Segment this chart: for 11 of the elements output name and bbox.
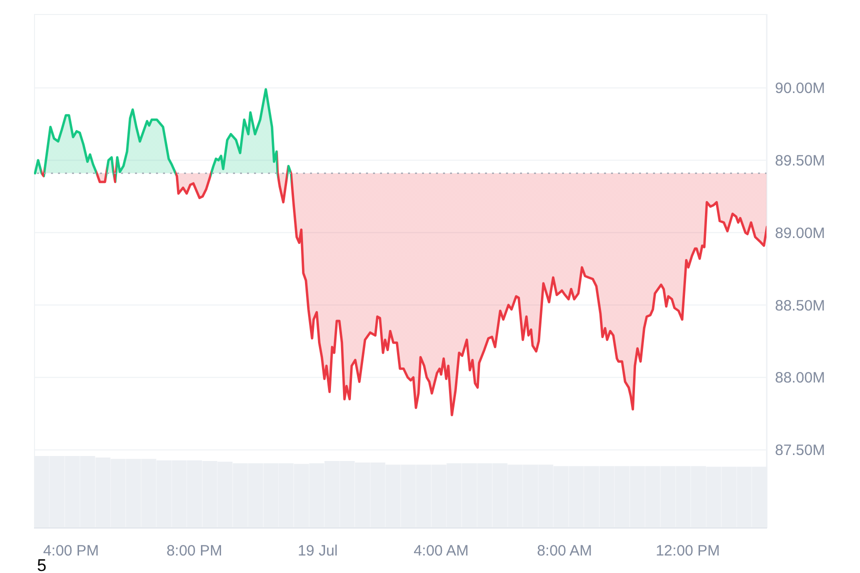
x-tick-label: 12:00 PM [656, 542, 720, 560]
x-tick-label: 8:00 PM [166, 542, 222, 560]
y-tick-label: 88.00M [775, 370, 826, 387]
y-tick-label: 89.50M [775, 152, 826, 170]
x-tick-label: 8:00 AM [536, 542, 592, 560]
x-tick-label: 19 Jul [298, 542, 338, 560]
y-tick-label: 88.50M [775, 297, 826, 314]
x-tick-label: 4:00 AM [414, 542, 469, 560]
y-tick-label: 90.00M [775, 80, 826, 98]
y-tick-label: 89.00M [775, 224, 826, 242]
y-tick-label: 87.50M [775, 442, 826, 460]
